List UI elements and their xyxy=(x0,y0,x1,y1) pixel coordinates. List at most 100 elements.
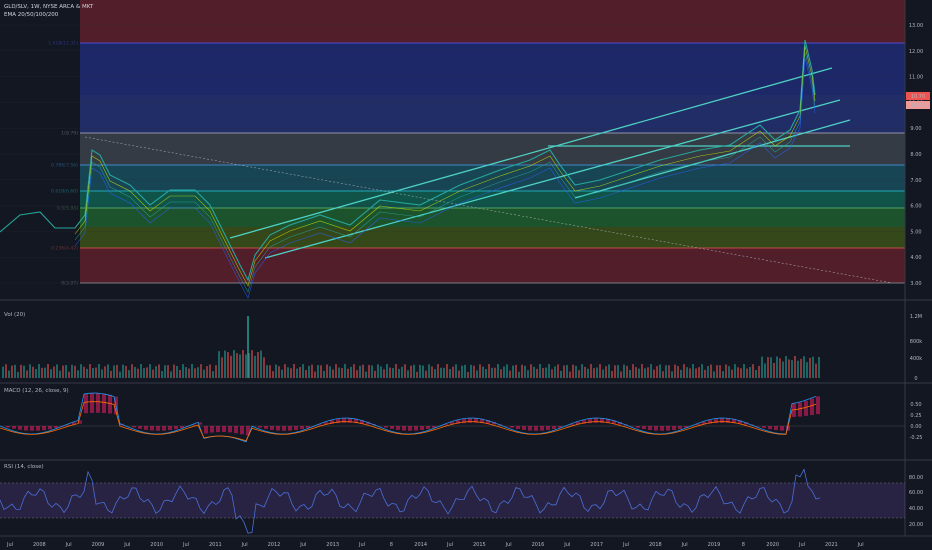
ema-line xyxy=(74,57,816,299)
volume-bar xyxy=(575,365,577,378)
volume-bar xyxy=(128,370,130,378)
macd-histogram-bar xyxy=(480,418,484,424)
fib-zone xyxy=(80,165,905,191)
macd-histogram-bar xyxy=(222,426,226,433)
macd-histogram-bar xyxy=(642,426,646,430)
volume-bar xyxy=(395,364,397,378)
volume-bar xyxy=(776,356,778,378)
macd-histogram-bar xyxy=(414,426,418,431)
time-tick: Jul xyxy=(299,542,306,548)
macd-histogram-bar xyxy=(84,394,88,414)
price-tick: 7.00 xyxy=(910,178,921,184)
fib-zone xyxy=(80,133,905,165)
fib-zone xyxy=(80,227,905,248)
volume-bar xyxy=(617,365,619,378)
volume-bar xyxy=(74,365,76,378)
volume-bar xyxy=(254,355,256,378)
indicator-panels xyxy=(0,316,905,534)
volume-bar xyxy=(293,364,295,378)
volume-bar xyxy=(320,365,322,378)
volume-bar xyxy=(230,355,232,378)
symbol-header[interactable]: GLD/SLV, 1W, NYSE ARCA & MKT xyxy=(4,4,94,10)
macd-histogram-bar xyxy=(774,426,778,431)
volume-bar xyxy=(620,371,622,378)
volume-bar xyxy=(398,368,400,378)
volume-bar xyxy=(725,364,727,378)
panel-tick: 800k xyxy=(910,339,923,345)
macd-histogram-bar xyxy=(366,421,370,425)
macd-histogram-bar xyxy=(570,424,574,426)
fib-zone xyxy=(80,248,905,283)
panel-tick: -0.25 xyxy=(910,435,923,441)
volume-bar xyxy=(182,364,184,378)
volume-bar xyxy=(644,368,646,378)
volume-bar xyxy=(200,364,202,378)
macd-histogram-bar xyxy=(468,418,472,423)
volume-bar xyxy=(461,365,463,378)
rsi-title[interactable]: RSI (14, close) xyxy=(4,464,44,470)
macd-histogram-bar xyxy=(228,426,232,433)
macd-histogram-bar xyxy=(90,393,94,413)
volume-bar xyxy=(512,365,514,378)
volume-bar xyxy=(386,364,388,378)
volume-bar xyxy=(80,364,82,378)
volume-bar xyxy=(629,370,631,378)
macd-histogram-bar xyxy=(816,396,820,415)
fib-zone xyxy=(80,95,905,133)
macd-histogram-bar xyxy=(432,426,436,428)
volume-bar xyxy=(563,365,565,378)
indicator-legend[interactable]: EMA 20/50/100/200 xyxy=(4,12,59,18)
volume-bar xyxy=(521,364,523,378)
time-tick: Jul xyxy=(798,542,805,548)
price-tick: 6.00 xyxy=(910,204,921,210)
time-tick: 2013 xyxy=(326,542,339,548)
price-tick: 5.00 xyxy=(910,229,921,235)
volume-bar xyxy=(194,368,196,378)
volume-bar xyxy=(422,365,424,378)
volume-title[interactable]: Vol (20) xyxy=(4,312,26,318)
time-tick: Jul xyxy=(622,542,629,548)
volume-bar xyxy=(362,364,364,378)
time-tick: 2019 xyxy=(708,542,721,548)
volume-bar xyxy=(485,369,487,378)
volume-bar xyxy=(140,364,142,378)
volume-bar xyxy=(284,364,286,378)
macd-histogram-bar xyxy=(618,422,622,425)
volume-bar xyxy=(305,370,307,378)
volume-bar xyxy=(101,369,103,378)
volume-bar xyxy=(119,371,121,378)
macd-histogram-bar xyxy=(240,426,244,435)
volume-bar xyxy=(431,366,433,378)
volume-bar xyxy=(761,356,763,378)
volume-bar xyxy=(686,367,688,378)
volume-bar xyxy=(467,371,469,378)
price-badge-label: 10.65 xyxy=(911,103,925,109)
macd-histogram-bar xyxy=(306,426,310,428)
ema-line xyxy=(74,45,816,287)
volume-bar xyxy=(464,364,466,378)
fibonacci-retracement[interactable]: 1.618(12.31)1(8.79)0.786(7.56)0.618(6.60… xyxy=(0,0,905,300)
time-tick: Jul xyxy=(6,542,13,548)
volume-bar xyxy=(677,366,679,378)
volume-bar xyxy=(260,350,262,378)
volume-bar xyxy=(734,364,736,378)
volume-bar xyxy=(401,366,403,378)
macd-title[interactable]: MACD (12, 26, close, 9) xyxy=(4,388,69,394)
volume-bar xyxy=(263,357,265,378)
macd-histogram-bar xyxy=(390,426,394,429)
macd-histogram-bar xyxy=(330,420,334,424)
volume-bar xyxy=(452,366,454,378)
volume-bar xyxy=(719,365,721,378)
price-tick: 4.00 xyxy=(910,255,921,261)
volume-bar xyxy=(299,367,301,378)
panel-tick: 1.2M xyxy=(910,314,922,320)
volume-bar xyxy=(728,366,730,378)
macd-histogram-bar xyxy=(810,398,814,416)
volume-bar xyxy=(593,368,595,378)
macd-histogram-bar xyxy=(534,426,538,431)
dotted-trend-line xyxy=(84,136,893,284)
volume-bar xyxy=(383,369,385,378)
volume-bar xyxy=(185,367,187,378)
volume-bar xyxy=(803,356,805,378)
